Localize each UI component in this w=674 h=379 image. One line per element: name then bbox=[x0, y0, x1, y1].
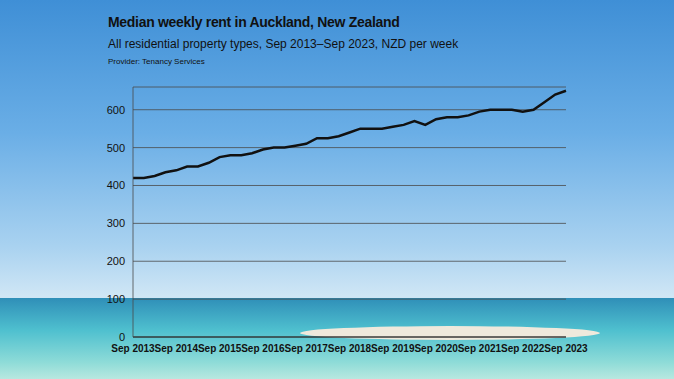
html-text:All residential property types: All residential property types, Sep 2013… bbox=[108, 37, 459, 51]
svg-text:200: 200 bbox=[107, 255, 125, 267]
svg-text:Sep 2023: Sep 2023 bbox=[544, 343, 588, 354]
svg-text:Sep 2021: Sep 2021 bbox=[458, 343, 502, 354]
svg-text:Sep 2015: Sep 2015 bbox=[198, 343, 242, 354]
html-text:Median weekly rent in Auckland: Median weekly rent in Auckland, New Zeal… bbox=[108, 14, 400, 30]
svg-text:600: 600 bbox=[107, 104, 125, 116]
svg-text:Sep 2022: Sep 2022 bbox=[501, 343, 545, 354]
svg-text:Sep 2020: Sep 2020 bbox=[414, 343, 458, 354]
svg-text:500: 500 bbox=[107, 142, 125, 154]
svg-text:Sep 2014: Sep 2014 bbox=[155, 343, 199, 354]
svg-text:400: 400 bbox=[107, 179, 125, 191]
html-text:Provider: Tenancy Services: Provider: Tenancy Services bbox=[108, 57, 205, 66]
svg-text:Sep 2013: Sep 2013 bbox=[111, 343, 155, 354]
svg-text:300: 300 bbox=[107, 217, 125, 229]
svg-text:Sep 2016: Sep 2016 bbox=[241, 343, 285, 354]
svg-text:0: 0 bbox=[119, 331, 125, 343]
svg-text:Sep 2019: Sep 2019 bbox=[371, 343, 415, 354]
svg-text:Sep 2017: Sep 2017 bbox=[285, 343, 329, 354]
svg-text:Sep 2018: Sep 2018 bbox=[328, 343, 372, 354]
svg-text:100: 100 bbox=[107, 293, 125, 305]
